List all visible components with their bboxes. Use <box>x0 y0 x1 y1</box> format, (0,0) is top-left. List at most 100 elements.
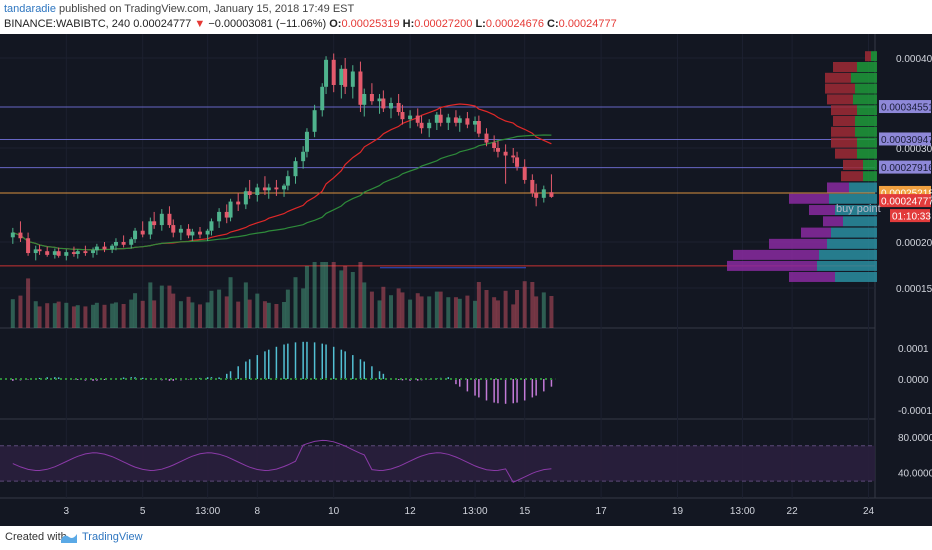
candle-body <box>415 115 420 123</box>
profile-bar-up <box>863 159 877 170</box>
candle-body <box>274 187 279 190</box>
candle-body <box>293 161 298 177</box>
profile-bar-down <box>831 126 855 137</box>
volume-bar <box>495 300 500 328</box>
candle-body <box>438 114 443 123</box>
tradingview-brand-link[interactable]: TradingView <box>82 531 143 543</box>
volume-bar <box>312 262 317 328</box>
rsi-axis-tick: 40.0000 <box>898 468 932 479</box>
tradingview-logo-icon[interactable] <box>60 529 78 547</box>
volume-bar <box>94 302 99 328</box>
symbol-name[interactable]: BINANCE:WABIBTC, 240 <box>4 18 131 30</box>
open-label: O: <box>329 18 342 30</box>
volume-bar <box>534 296 539 328</box>
volume-bars <box>10 262 554 328</box>
candle-body <box>45 251 50 255</box>
candle-body <box>133 230 138 240</box>
candle-body <box>178 228 183 233</box>
close-value: 0.00024777 <box>558 18 617 30</box>
candle-body <box>339 68 344 85</box>
profile-bar-up <box>857 105 877 116</box>
candle-body <box>320 86 325 111</box>
price-label-box <box>879 160 931 174</box>
candle-body <box>262 187 267 191</box>
candle-body <box>255 187 260 195</box>
volume-bar <box>465 295 470 328</box>
profile-bar-up <box>819 249 877 260</box>
price-axis-tick: 0.00040000 <box>896 54 932 65</box>
candle-body <box>18 232 23 239</box>
author-link[interactable]: tandaradie <box>4 3 56 15</box>
candle-body <box>515 157 520 167</box>
candle-body <box>152 221 157 226</box>
time-axis-tick: 3 <box>64 506 70 517</box>
price-axis-tick: 0.00020000 <box>896 238 932 249</box>
profile-bar-down <box>843 159 863 170</box>
candle-body <box>205 230 210 235</box>
time-axis-tick: 8 <box>255 506 261 517</box>
volume-bar <box>396 288 401 328</box>
candlesticks[interactable] <box>10 53 554 261</box>
candle-body <box>389 103 393 109</box>
volume-bar <box>358 262 363 328</box>
volume-bar <box>129 299 134 328</box>
volume-bar <box>304 266 309 328</box>
volume-bar <box>301 288 306 328</box>
volume-bar <box>453 297 458 328</box>
volume-bar <box>205 302 210 328</box>
profile-bar-down <box>809 205 835 216</box>
volume-bar <box>274 304 279 328</box>
buy-point-annotation: buy point <box>836 203 881 215</box>
profile-bar-up <box>855 116 877 126</box>
volume-bar <box>75 305 80 328</box>
price-axis-tick: 0.00030000 <box>896 144 932 155</box>
profile-bar-up <box>855 83 877 94</box>
profile-bar-up <box>835 271 877 282</box>
profile-bar-down <box>865 51 871 62</box>
volume-bar <box>159 285 164 328</box>
volume-bar <box>324 262 329 328</box>
volume-bar <box>530 282 535 328</box>
candle-body <box>343 68 348 87</box>
candle-body <box>419 122 424 129</box>
candle-body <box>64 252 69 256</box>
volume-bar <box>282 302 287 328</box>
time-axis[interactable]: 3 5 13:00 8 10 12 13:00 15 17 19 13:00 22 24 <box>64 506 875 517</box>
profile-bar-up <box>857 148 877 159</box>
profile-bar-up <box>829 193 877 204</box>
price-label-text: 0.00027916 <box>881 163 932 174</box>
macd-axis-tick: 0.0000 <box>898 375 929 386</box>
candle-body <box>358 71 363 105</box>
candle-body <box>10 232 15 238</box>
candle-body <box>522 166 527 180</box>
volume-bar <box>266 302 271 328</box>
volume-bar <box>52 303 57 328</box>
volume-bar <box>343 266 348 328</box>
countdown-box <box>890 209 930 223</box>
candle-body <box>236 201 241 205</box>
candle-body <box>140 230 145 235</box>
chart-canvas[interactable]: 0.0001 0.0000 -0.0001 80.0000 40.0000 0.00040… <box>0 34 932 526</box>
down-arrow-icon: ▼ <box>194 18 206 30</box>
low-value: 0.00024676 <box>485 18 544 30</box>
chart-header: tandaradie published on TradingView.com,… <box>0 0 932 34</box>
rsi-pane <box>0 439 875 483</box>
volume-bar <box>167 285 172 328</box>
price-axis[interactable]: 0.0001 0.0000 -0.0001 80.0000 40.0000 0.00040… <box>896 54 932 479</box>
candle-body <box>503 151 508 156</box>
candle-body <box>369 94 374 102</box>
candle-body <box>243 191 248 205</box>
volume-bar <box>293 277 298 328</box>
volume-bar <box>381 286 386 328</box>
candle-body <box>495 148 500 152</box>
volume-bar <box>476 282 481 328</box>
macd-axis-tick: -0.0001 <box>898 406 932 417</box>
volume-bar <box>224 296 229 328</box>
time-axis-tick: 19 <box>672 506 684 517</box>
price-label-text: 0.00024777 <box>881 197 932 208</box>
candle-body <box>511 155 516 158</box>
candle-body <box>453 117 458 123</box>
candle-body <box>91 250 96 254</box>
candle-body <box>396 103 401 112</box>
rsi-band <box>0 445 875 482</box>
